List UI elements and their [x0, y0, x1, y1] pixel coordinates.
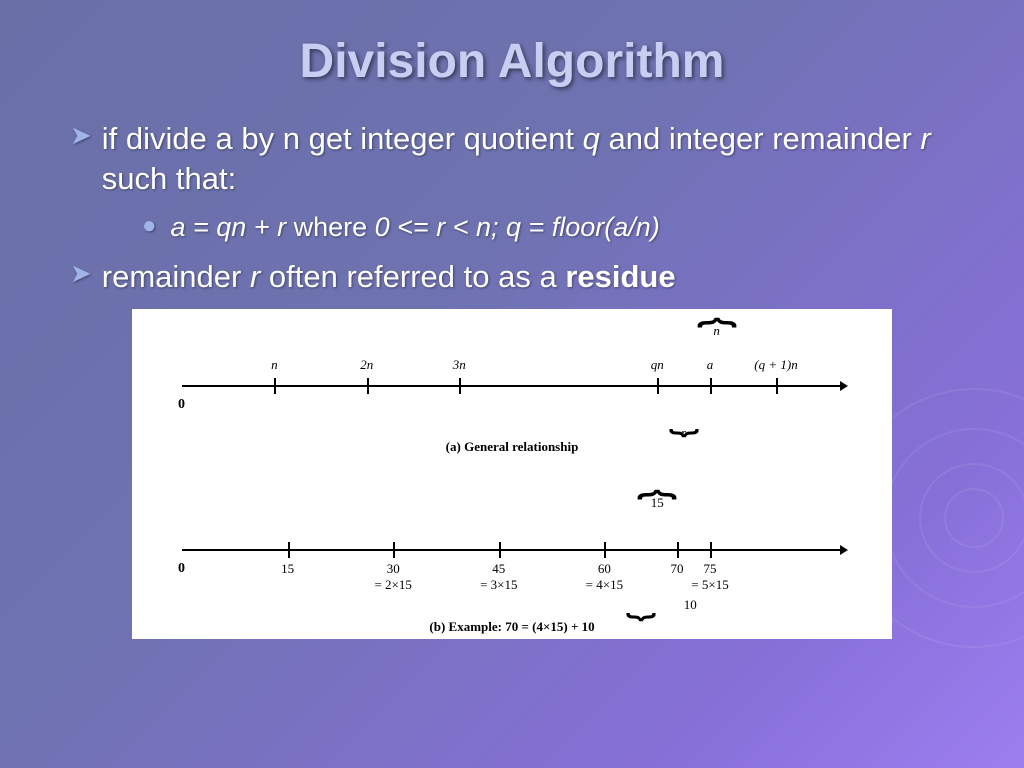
- slide-content: ➤ if divide a by n get integer quotient …: [0, 89, 1024, 639]
- brace-top-label: 15: [651, 495, 664, 511]
- text-var-q: q: [583, 121, 600, 156]
- bullet-arrow-icon: ➤: [70, 257, 92, 297]
- tick-mark: [776, 378, 778, 394]
- tick-label-top: qn: [651, 357, 664, 373]
- tick-label-top: n: [271, 357, 278, 373]
- bullet-text: if divide a by n get integer quotient q …: [102, 119, 954, 200]
- text-fragment: where: [286, 212, 375, 242]
- text-fragment: if divide a by n get integer quotient: [102, 121, 583, 156]
- bullet-sub-1: ● a = qn + r where 0 <= r < n; q = floor…: [142, 212, 954, 243]
- bullet-main-1: ➤ if divide a by n get integer quotient …: [70, 119, 954, 200]
- zero-label: 0: [178, 561, 185, 577]
- diagram-caption-b: (b) Example: 70 = (4×15) + 10: [132, 619, 892, 635]
- number-line-2: 0 1530= 2×1545= 3×1560= 4×157075= 5×15 ⏞…: [182, 549, 842, 551]
- arrowhead-icon: [840, 545, 848, 555]
- brace-bottom: ⏞: [626, 593, 656, 607]
- tick-mark: [393, 542, 395, 558]
- bullet-dot-icon: ●: [142, 212, 157, 243]
- decorative-ripple: [944, 488, 1004, 548]
- equation-condition: 0 <= r < n; q = floor(a/n): [375, 212, 660, 242]
- sub-bullet-text: a = qn + r where 0 <= r < n; q = floor(a…: [171, 212, 660, 243]
- tick-mark: [499, 542, 501, 558]
- tick-label-top: (q + 1)n: [754, 357, 797, 373]
- brace-bottom: ⏞: [668, 409, 698, 423]
- text-bold-residue: residue: [565, 259, 675, 294]
- arrowhead-icon: [840, 381, 848, 391]
- text-fragment: such that:: [102, 161, 236, 196]
- text-var-r: r: [920, 121, 930, 156]
- text-var-r: r: [250, 259, 260, 294]
- tick-label-below: 75: [704, 561, 717, 577]
- tick-mark: [677, 542, 679, 558]
- tick-label-below2: = 5×15: [691, 577, 728, 593]
- tick-mark: [274, 378, 276, 394]
- diagram-caption-a: (a) General relationship: [132, 439, 892, 455]
- number-line-1: 0 n2n3nqna(q + 1)n ⏞ n ⏞ r: [182, 385, 842, 387]
- tick-mark: [288, 542, 290, 558]
- tick-label-below: 15: [281, 561, 294, 577]
- text-fragment: often referred to as a: [260, 259, 565, 294]
- tick-label-top: 3n: [453, 357, 466, 373]
- slide-title: Division Algorithm: [0, 0, 1024, 89]
- tick-mark: [367, 378, 369, 394]
- brace-bot-label: 10: [684, 597, 697, 613]
- tick-mark: [710, 378, 712, 394]
- bullet-arrow-icon: ➤: [70, 119, 92, 200]
- bullet-text: remainder r often referred to as a resid…: [102, 257, 676, 297]
- number-line-diagram: 0 n2n3nqna(q + 1)n ⏞ n ⏞ r (a) General r…: [132, 309, 892, 639]
- text-fragment: remainder: [102, 259, 250, 294]
- tick-label-below: 60: [598, 561, 611, 577]
- zero-label: 0: [178, 397, 185, 413]
- tick-mark: [459, 378, 461, 394]
- tick-label-below2: = 2×15: [374, 577, 411, 593]
- text-fragment: and integer remainder: [600, 121, 921, 156]
- tick-label-below: 70: [671, 561, 684, 577]
- tick-label-below2: = 4×15: [586, 577, 623, 593]
- tick-mark: [710, 542, 712, 558]
- bullet-main-2: ➤ remainder r often referred to as a res…: [70, 257, 954, 297]
- tick-label-below2: = 3×15: [480, 577, 517, 593]
- tick-label-top: 2n: [360, 357, 373, 373]
- brace-top-label: n: [713, 323, 720, 339]
- tick-label-below: 30: [387, 561, 400, 577]
- tick-mark: [604, 542, 606, 558]
- equation: a = qn + r: [171, 212, 287, 242]
- tick-label-below: 45: [492, 561, 505, 577]
- tick-mark: [657, 378, 659, 394]
